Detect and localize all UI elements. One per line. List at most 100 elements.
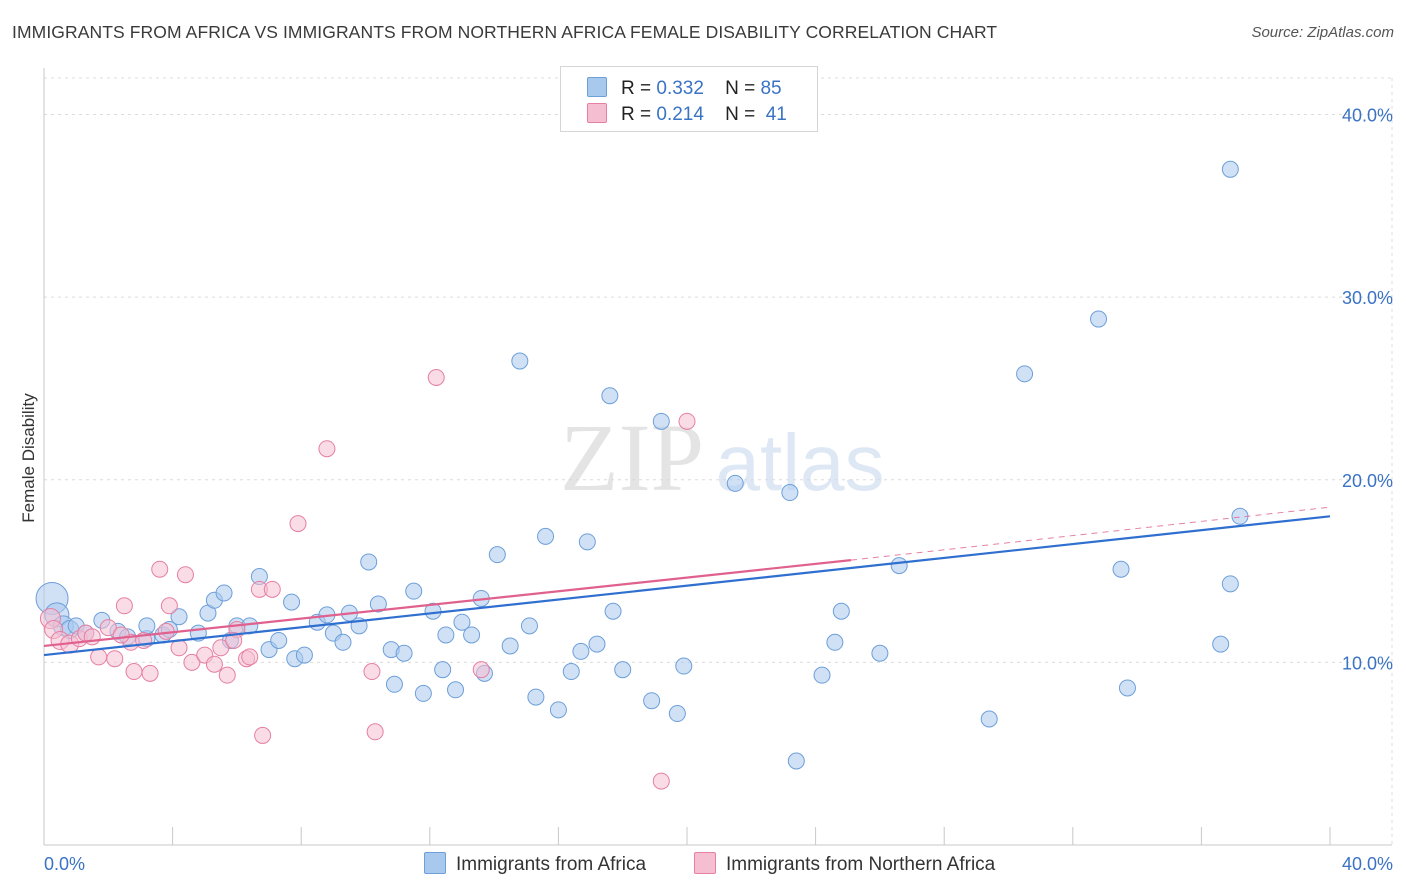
point-series0-23 <box>270 631 288 649</box>
point-series1-32 <box>366 723 384 741</box>
point-series1-34 <box>472 661 490 679</box>
bottom-legend-swatch-northern-africa <box>694 852 716 874</box>
trend-line-africa <box>43 515 1331 657</box>
legend-n-value: 85 <box>760 78 782 99</box>
axes <box>43 68 1392 846</box>
point-series1-35 <box>678 412 696 430</box>
point-series0-62 <box>643 692 661 710</box>
point-series0-41 <box>434 661 452 679</box>
point-series1-17 <box>176 566 194 584</box>
point-series0-54 <box>549 701 567 719</box>
point-series0-75 <box>1016 365 1034 383</box>
point-series1-40 <box>112 626 130 644</box>
stats-legend: R = 0.332 N = 85 R = 0.214 N = 41 <box>560 66 818 132</box>
legend-swatch-northern-africa <box>587 103 607 123</box>
trend-line-northern-africa <box>43 559 852 648</box>
tick-labels: 10.0% 20.0% 30.0% 40.0% 0.0% 40.0% <box>44 106 1393 874</box>
point-series1-13 <box>141 664 159 682</box>
point-series0-53 <box>537 527 555 545</box>
point-series0-77 <box>1112 560 1130 578</box>
point-series1-30 <box>318 440 336 458</box>
point-series0-61 <box>614 661 632 679</box>
point-series0-44 <box>453 613 471 631</box>
point-series0-60 <box>604 602 622 620</box>
point-series0-73 <box>890 557 908 575</box>
point-series0-58 <box>588 635 606 653</box>
legend-n-label: N = <box>725 104 756 125</box>
point-series0-66 <box>726 474 744 492</box>
point-series0-36 <box>385 675 403 693</box>
point-series1-33 <box>427 368 445 386</box>
point-series0-80 <box>1221 575 1239 593</box>
data-points <box>35 160 1249 790</box>
bottom-legend-africa: Immigrants from Africa <box>424 852 646 876</box>
point-series0-59 <box>601 387 619 405</box>
legend-r-label: R = <box>621 104 652 125</box>
y-tick-label-3: 40.0% <box>1342 106 1393 126</box>
point-series1-28 <box>263 580 281 598</box>
point-series0-13 <box>170 608 188 626</box>
trend-line-northern-africa-extension <box>850 506 1331 561</box>
point-series0-30 <box>334 633 352 651</box>
point-series0-74 <box>980 710 998 728</box>
point-series0-79 <box>1221 160 1239 178</box>
point-series1-36 <box>652 772 670 790</box>
chart-title: IMMIGRANTS FROM AFRICA VS IMMIGRANTS FRO… <box>12 22 998 42</box>
point-series0-48 <box>488 546 506 564</box>
point-series1-20 <box>205 655 223 673</box>
point-series0-67 <box>781 484 799 502</box>
point-series1-8 <box>106 650 124 668</box>
point-series0-10 <box>138 617 156 635</box>
bottom-legend-northern-africa: Immigrants from Northern Africa <box>694 852 995 876</box>
watermark: ZIP atlas <box>560 404 884 511</box>
point-series0-78 <box>1118 679 1136 697</box>
point-series0-38 <box>405 582 423 600</box>
point-series0-68 <box>787 752 805 770</box>
point-series1-22 <box>218 666 236 684</box>
point-series0-42 <box>437 626 455 644</box>
point-series0-69 <box>813 666 831 684</box>
point-series0-52 <box>527 688 545 706</box>
point-series0-37 <box>395 644 413 662</box>
point-series1-14 <box>151 560 169 578</box>
source-credit: Source: ZipAtlas.com <box>1251 24 1394 41</box>
point-series1-9 <box>115 597 133 615</box>
point-series0-65 <box>675 657 693 675</box>
legend-swatch-africa <box>587 77 607 97</box>
point-series0-17 <box>215 584 233 602</box>
point-series0-51 <box>520 617 538 635</box>
point-series0-70 <box>826 633 844 651</box>
point-series0-72 <box>871 644 889 662</box>
point-series1-11 <box>125 663 143 681</box>
bottom-legend-label-northern-africa: Immigrants from Northern Africa <box>726 854 996 875</box>
legend-r-label: R = <box>621 78 652 99</box>
point-series1-39 <box>225 631 243 649</box>
x-tick-label-0: 0.0% <box>44 854 85 874</box>
point-series0-63 <box>652 412 670 430</box>
point-series1-7 <box>99 619 117 637</box>
point-series0-49 <box>501 637 519 655</box>
point-series0-81 <box>1212 635 1230 653</box>
y-tick-label-0: 10.0% <box>1342 653 1393 673</box>
point-series0-34 <box>369 595 387 613</box>
x-tick-label-1: 40.0% <box>1342 854 1393 874</box>
point-series0-55 <box>562 663 580 681</box>
point-series0-56 <box>572 642 590 660</box>
point-series0-26 <box>295 646 313 664</box>
y-tick-label-2: 30.0% <box>1342 288 1393 308</box>
point-series1-6 <box>90 648 108 666</box>
legend-row-africa: R = 0.332 N = 85 <box>587 77 782 101</box>
point-series0-76 <box>1090 310 1108 328</box>
legend-row-northern-africa: R = 0.214 N = 41 <box>587 103 787 127</box>
legend-n-label: N = <box>725 78 756 99</box>
point-series1-27 <box>254 726 272 744</box>
point-series1-25 <box>241 648 259 666</box>
point-series0-24 <box>283 593 301 611</box>
legend-n-value: 41 <box>765 104 787 125</box>
trend-lines <box>43 506 1331 657</box>
point-series0-71 <box>832 602 850 620</box>
bottom-legend-label-africa: Immigrants from Africa <box>456 854 647 875</box>
point-series1-18 <box>183 653 201 671</box>
legend-r-value: 0.332 <box>656 78 704 99</box>
